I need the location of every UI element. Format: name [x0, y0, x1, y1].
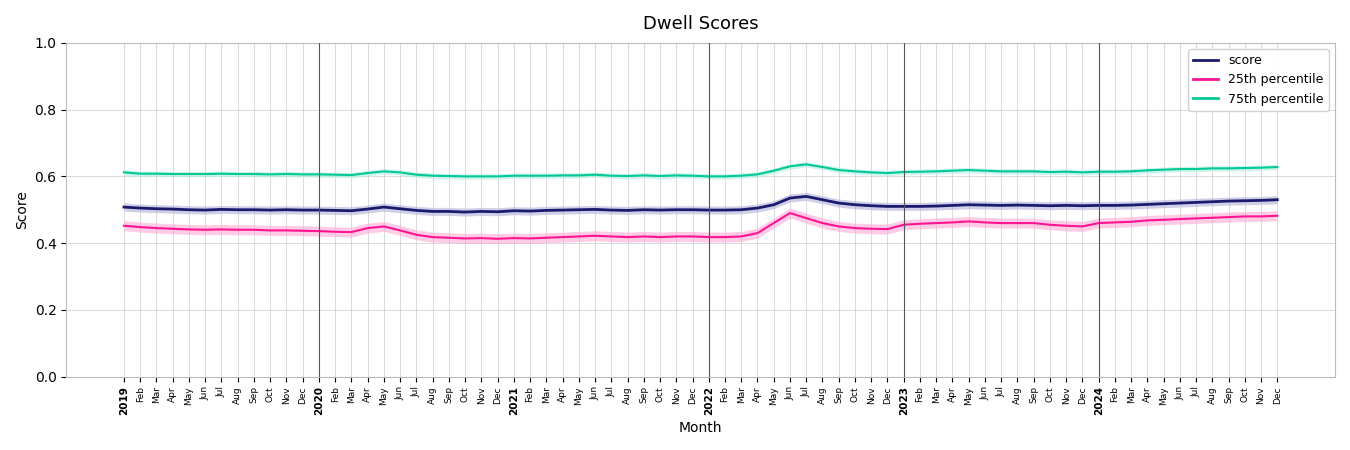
- Title: Dwell Scores: Dwell Scores: [643, 15, 759, 33]
- Y-axis label: Score: Score: [15, 190, 28, 229]
- Legend: score, 25th percentile, 75th percentile: score, 25th percentile, 75th percentile: [1188, 49, 1328, 111]
- X-axis label: Month: Month: [679, 421, 722, 435]
